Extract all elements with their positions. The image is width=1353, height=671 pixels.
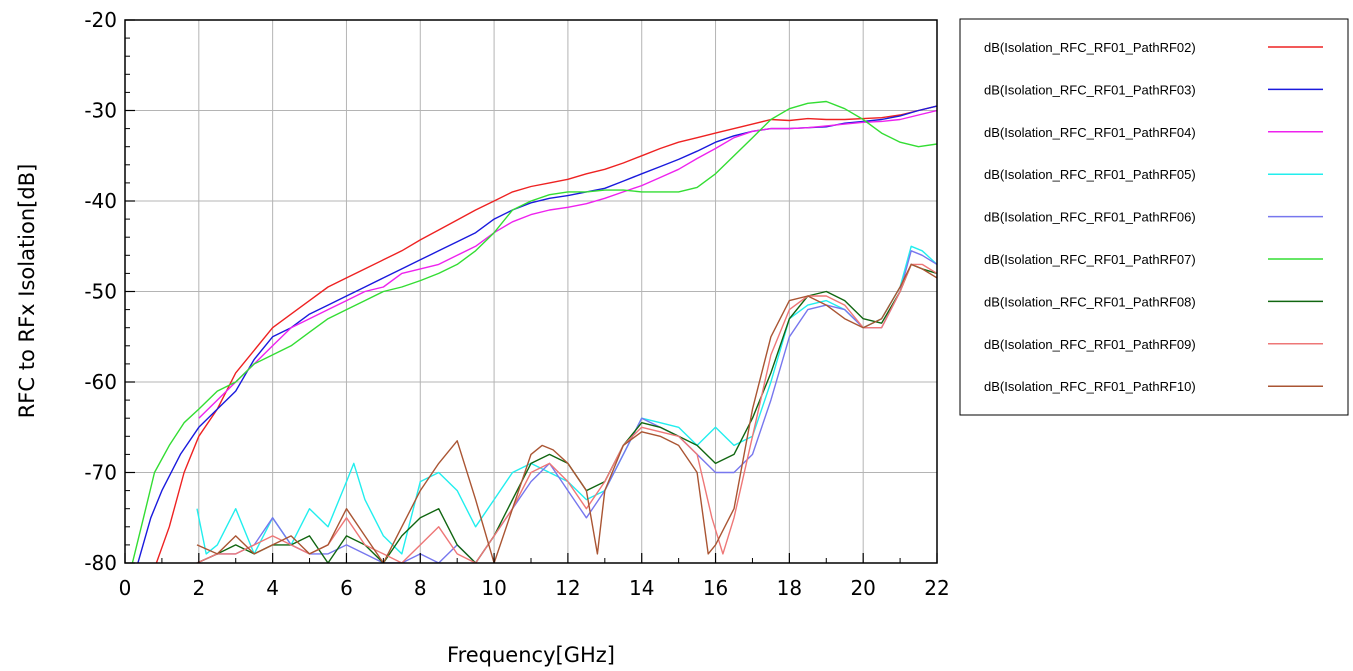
x-tick-label: 22 <box>924 576 949 600</box>
series-line-3 <box>198 109 937 419</box>
x-tick-label: 0 <box>119 576 132 600</box>
x-tick-label: 16 <box>703 576 728 600</box>
x-tick-label: 6 <box>340 576 353 600</box>
y-tick-label: -30 <box>84 99 117 123</box>
x-tick-label: 4 <box>266 576 279 600</box>
series-line-6 <box>131 100 937 563</box>
legend-label: dB(Isolation_RFC_RF01_PathRF05) <box>984 167 1196 182</box>
legend-label: dB(Isolation_RFC_RF01_PathRF06) <box>984 210 1196 225</box>
x-tick-label: 18 <box>777 576 802 600</box>
legend-label: dB(Isolation_RFC_RF01_PathRF02) <box>984 40 1196 55</box>
legend: dB(Isolation_RFC_RF01_PathRF02) dB(Isolat… <box>959 18 1349 416</box>
x-tick-label: 2 <box>192 576 205 600</box>
tick-labels: 0 2 4 6 8 10 12 14 16 18 20 22 -20 -30 -40 -50 -60 -70 -80 <box>84 8 949 600</box>
y-axis-title: RFC to RFx Isolation[dB] <box>15 164 39 419</box>
ticks <box>124 19 938 564</box>
x-tick-label: 12 <box>555 576 580 600</box>
y-tick-label: -80 <box>84 551 117 575</box>
legend-label: dB(Isolation_RFC_RF01_PathRF09) <box>984 337 1196 352</box>
x-axis-title: Frequency[GHz] <box>447 643 615 667</box>
legend-label: dB(Isolation_RFC_RF01_PathRF10) <box>984 379 1196 394</box>
legend-label: dB(Isolation_RFC_RF01_PathRF07) <box>984 252 1196 267</box>
x-tick-label: 8 <box>414 576 427 600</box>
y-tick-label: -40 <box>84 189 117 213</box>
series-layer <box>131 100 937 563</box>
legend-label: dB(Isolation_RFC_RF01_PathRF08) <box>984 294 1196 309</box>
series-line-5 <box>196 250 937 563</box>
legend-label: dB(Isolation_RFC_RF01_PathRF04) <box>984 125 1196 140</box>
y-tick-label: -70 <box>84 461 117 485</box>
x-tick-label: 10 <box>481 576 506 600</box>
series-line-1 <box>155 105 937 563</box>
legend-label: dB(Isolation_RFC_RF01_PathRF03) <box>984 82 1196 97</box>
x-tick-label: 20 <box>850 576 875 600</box>
series-line-9 <box>196 263 937 563</box>
x-tick-label: 14 <box>629 576 654 600</box>
y-tick-label: -20 <box>84 8 117 32</box>
y-tick-label: -50 <box>84 280 117 304</box>
y-tick-label: -60 <box>84 370 117 394</box>
